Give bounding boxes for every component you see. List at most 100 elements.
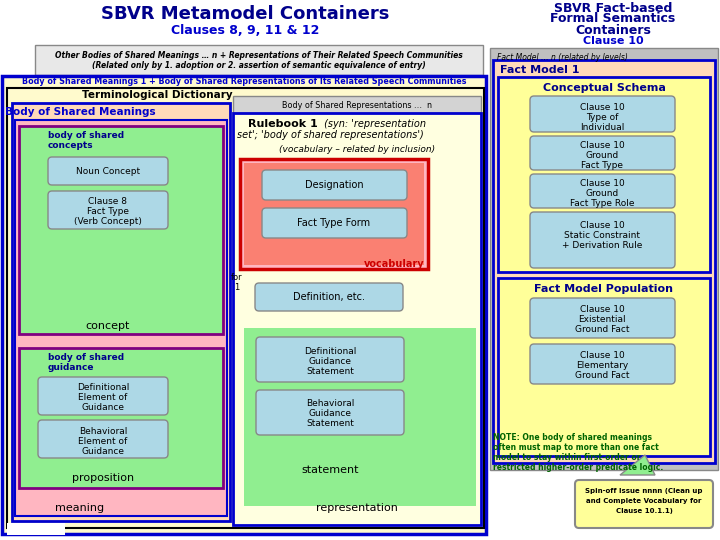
Text: Rulebook 1: Rulebook 1 (248, 119, 318, 129)
FancyBboxPatch shape (498, 77, 710, 272)
FancyBboxPatch shape (233, 96, 481, 113)
Text: Elementary: Elementary (576, 361, 628, 369)
Text: Individual: Individual (580, 123, 624, 132)
FancyBboxPatch shape (498, 278, 710, 456)
Text: Clauses 8, 9, 11 & 12: Clauses 8, 9, 11 & 12 (171, 24, 319, 37)
Text: Fact Model 1: Fact Model 1 (500, 65, 580, 75)
Text: Statement: Statement (306, 367, 354, 375)
Text: meaning: meaning (55, 503, 104, 513)
Text: (Verb Concept): (Verb Concept) (74, 218, 142, 226)
FancyBboxPatch shape (48, 191, 168, 229)
Text: Spin-off Issue nnnn (Clean up: Spin-off Issue nnnn (Clean up (585, 488, 703, 494)
Text: guidance: guidance (48, 363, 94, 373)
Text: and Complete Vocabulary for: and Complete Vocabulary for (586, 498, 702, 504)
Text: Ground Fact: Ground Fact (575, 370, 629, 380)
Text: Containers: Containers (575, 24, 651, 37)
Text: Clause 10: Clause 10 (580, 350, 624, 360)
Text: Statement: Statement (306, 420, 354, 429)
Text: statement: statement (301, 465, 359, 475)
FancyBboxPatch shape (35, 45, 483, 75)
Text: Type of: Type of (586, 112, 618, 122)
Text: Fact Type: Fact Type (581, 161, 623, 171)
FancyBboxPatch shape (530, 174, 675, 208)
FancyBboxPatch shape (256, 390, 404, 435)
Text: Clause 10.1.1): Clause 10.1.1) (616, 508, 672, 514)
FancyBboxPatch shape (233, 113, 481, 525)
FancyBboxPatch shape (530, 96, 675, 132)
FancyBboxPatch shape (240, 159, 428, 269)
Text: concepts: concepts (48, 141, 94, 151)
FancyBboxPatch shape (19, 126, 223, 334)
Text: Definitional: Definitional (77, 383, 129, 393)
Text: Fact Type Role: Fact Type Role (570, 199, 634, 208)
Text: concept: concept (86, 321, 130, 331)
FancyBboxPatch shape (262, 170, 407, 200)
Text: Clause 10: Clause 10 (582, 36, 643, 46)
Text: Ground: Ground (585, 190, 618, 199)
FancyBboxPatch shape (256, 337, 404, 382)
Text: Guidance: Guidance (308, 356, 351, 366)
Text: Clause 10: Clause 10 (580, 141, 624, 151)
FancyBboxPatch shape (38, 377, 168, 415)
Text: for: for (231, 273, 243, 282)
FancyBboxPatch shape (48, 157, 168, 185)
Text: Clause 10: Clause 10 (580, 179, 624, 188)
Text: vocabulary: vocabulary (364, 259, 424, 269)
Text: restricted higher-order predicate logic.: restricted higher-order predicate logic. (493, 463, 663, 472)
FancyBboxPatch shape (244, 163, 424, 265)
FancyBboxPatch shape (575, 480, 713, 528)
FancyBboxPatch shape (244, 328, 476, 506)
Text: proposition: proposition (72, 473, 134, 483)
FancyBboxPatch shape (38, 420, 168, 458)
Text: Clause 10: Clause 10 (580, 103, 624, 111)
FancyBboxPatch shape (262, 208, 407, 238)
Text: SBVR Metamodel Containers: SBVR Metamodel Containers (101, 5, 390, 23)
Text: Clause 8: Clause 8 (89, 198, 127, 206)
FancyBboxPatch shape (12, 103, 230, 521)
Text: Noun Concept: Noun Concept (76, 166, 140, 176)
Text: Element of: Element of (78, 436, 127, 446)
FancyBboxPatch shape (530, 212, 675, 268)
Text: Clause 10: Clause 10 (580, 305, 624, 314)
Text: Definition, etc.: Definition, etc. (293, 292, 365, 302)
Text: representation: representation (316, 503, 398, 513)
Text: Conceptual Schema: Conceptual Schema (543, 83, 665, 93)
Text: Body of Shared Meanings 1 + Body of Shared Representations of Its Related Speech: Body of Shared Meanings 1 + Body of Shar… (22, 77, 467, 85)
FancyBboxPatch shape (493, 60, 715, 463)
Text: Fact Type Form: Fact Type Form (297, 218, 371, 228)
FancyBboxPatch shape (530, 136, 675, 170)
Text: Body of Shared Meanings: Body of Shared Meanings (5, 107, 156, 117)
Text: (vocabulary – related by inclusion): (vocabulary – related by inclusion) (279, 145, 435, 154)
Text: Guidance: Guidance (308, 409, 351, 418)
Text: + Derivation Rule: + Derivation Rule (562, 240, 642, 249)
Text: (syn: 'representation: (syn: 'representation (321, 119, 426, 129)
Text: Ground: Ground (585, 152, 618, 160)
Text: often must map to more than one fact: often must map to more than one fact (493, 443, 659, 453)
FancyBboxPatch shape (530, 344, 675, 384)
Text: Clause 10: Clause 10 (580, 220, 624, 230)
Text: Behavioral: Behavioral (78, 427, 127, 435)
FancyBboxPatch shape (7, 88, 484, 528)
Text: Static Constraint: Static Constraint (564, 231, 640, 240)
Text: Fact Model … n (related by levels): Fact Model … n (related by levels) (497, 52, 628, 62)
FancyBboxPatch shape (490, 48, 718, 470)
Text: Existential: Existential (578, 314, 626, 323)
FancyBboxPatch shape (255, 283, 403, 311)
Text: Body of Shared Representations …  n: Body of Shared Representations … n (282, 100, 432, 110)
Text: Behavioral: Behavioral (306, 400, 354, 408)
FancyBboxPatch shape (7, 523, 65, 535)
Text: Fact Model Population: Fact Model Population (534, 284, 673, 294)
Text: Designation: Designation (305, 180, 364, 190)
FancyBboxPatch shape (19, 348, 223, 488)
Text: SBVR Fact-based: SBVR Fact-based (554, 2, 672, 15)
Text: model to stay within first-order or: model to stay within first-order or (493, 454, 641, 462)
Text: body of shared: body of shared (48, 132, 124, 140)
Text: set'; 'body of shared representations'): set'; 'body of shared representations') (237, 130, 424, 140)
Text: (Related only by 1. adoption or 2. assertion of semantic equivalence of entry): (Related only by 1. adoption or 2. asser… (92, 62, 426, 71)
Text: Element of: Element of (78, 394, 127, 402)
FancyBboxPatch shape (2, 76, 486, 534)
FancyBboxPatch shape (530, 298, 675, 338)
Text: 1: 1 (235, 282, 240, 292)
Text: Fact Type: Fact Type (87, 207, 129, 217)
Text: Definitional: Definitional (304, 347, 356, 355)
